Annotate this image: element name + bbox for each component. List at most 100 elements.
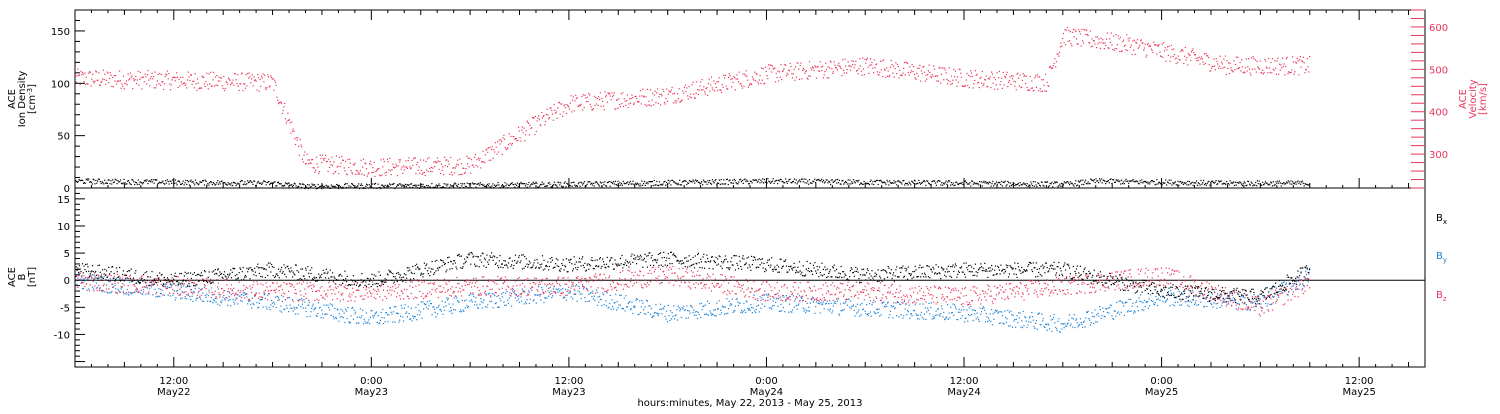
density-series-point xyxy=(764,179,765,180)
velocity-series-point xyxy=(1230,67,1231,68)
density-series-point xyxy=(1275,181,1276,182)
velocity-series-point xyxy=(347,159,348,160)
by-series-point xyxy=(814,300,815,301)
velocity-series-point xyxy=(713,80,714,81)
by-series-point xyxy=(1210,303,1211,304)
velocity-series-point xyxy=(702,79,703,80)
velocity-series-point xyxy=(185,83,186,84)
density-series-point xyxy=(406,186,407,187)
by-series-point xyxy=(172,295,173,296)
velocity-series-point xyxy=(428,157,429,158)
velocity-series-point xyxy=(484,162,485,163)
density-series-point xyxy=(734,179,735,180)
density-series-point xyxy=(337,185,338,186)
velocity-series-point xyxy=(527,121,528,122)
by-series-point xyxy=(1026,321,1027,322)
density-series-point xyxy=(747,181,748,182)
velocity-series-point xyxy=(195,73,196,74)
by-series-point xyxy=(278,297,279,298)
density-series-point xyxy=(909,183,910,184)
density-series-point xyxy=(970,185,971,186)
velocity-series-point xyxy=(944,68,945,69)
velocity-series-point xyxy=(843,70,844,71)
by-series-point xyxy=(680,309,681,310)
by-series-point xyxy=(195,300,196,301)
velocity-series-point xyxy=(280,101,281,102)
velocity-series-point xyxy=(476,165,477,166)
density-series-point xyxy=(1207,183,1208,184)
by-series-point xyxy=(560,285,561,286)
density-series-point xyxy=(348,185,349,186)
density-series-point xyxy=(618,185,619,186)
density-series-point xyxy=(82,180,83,181)
density-series-point xyxy=(602,186,603,187)
velocity-series-point xyxy=(970,70,971,71)
density-series-point xyxy=(1177,184,1178,185)
density-series-point xyxy=(206,181,207,182)
by-series-point xyxy=(719,300,720,301)
y-axis-label-right-line: [km/s] xyxy=(1478,83,1489,115)
velocity-series-point xyxy=(83,74,84,75)
by-series-point xyxy=(618,304,619,305)
velocity-series-point xyxy=(301,146,302,147)
density-series-point xyxy=(579,182,580,183)
velocity-series-point xyxy=(742,88,743,89)
density-series-point xyxy=(152,181,153,182)
by-series-point xyxy=(702,309,703,310)
velocity-series-point xyxy=(148,80,149,81)
by-series-point xyxy=(642,303,643,304)
velocity-series-point xyxy=(90,72,91,73)
velocity-series-point xyxy=(1255,59,1256,60)
by-series-point xyxy=(528,290,529,291)
by-series-point xyxy=(463,311,464,312)
by-series-point xyxy=(239,296,240,297)
velocity-series-point xyxy=(110,72,111,73)
velocity-series-point xyxy=(913,66,914,67)
density-series-point xyxy=(1020,182,1021,183)
by-series-point xyxy=(341,316,342,317)
velocity-series-point xyxy=(1030,88,1031,89)
by-series-point xyxy=(1056,328,1057,329)
velocity-series-point xyxy=(1067,27,1068,28)
density-series-point xyxy=(829,182,830,183)
density-series-point xyxy=(489,183,490,184)
by-series-point xyxy=(428,309,429,310)
velocity-series-point xyxy=(875,67,876,68)
by-series-point xyxy=(475,301,476,302)
by-series-point xyxy=(522,289,523,290)
density-series-point xyxy=(613,181,614,182)
velocity-series-point xyxy=(273,78,274,79)
by-series-point xyxy=(975,310,976,311)
density-series-point xyxy=(204,184,205,185)
by-series-point xyxy=(973,310,974,311)
velocity-series-point xyxy=(844,59,845,60)
by-series-point xyxy=(379,322,380,323)
by-series-point xyxy=(1204,306,1205,307)
by-series-point xyxy=(404,308,405,309)
by-series-point xyxy=(742,312,743,313)
by-series-point xyxy=(1188,297,1189,298)
density-series-point xyxy=(1113,179,1114,180)
by-series-point xyxy=(158,296,159,297)
velocity-series-point xyxy=(283,106,284,107)
velocity-series-point xyxy=(1130,47,1131,48)
velocity-series-point xyxy=(904,62,905,63)
velocity-series-point xyxy=(574,100,575,101)
by-series-point xyxy=(929,313,930,314)
density-series-point xyxy=(444,183,445,184)
by-series-point xyxy=(251,308,252,309)
density-series-point xyxy=(1279,180,1280,181)
by-series-point xyxy=(911,313,912,314)
velocity-series-point xyxy=(1156,54,1157,55)
density-series-point xyxy=(1234,185,1235,186)
by-series-point xyxy=(675,314,676,315)
by-series-point xyxy=(88,288,89,289)
density-series-point xyxy=(1012,184,1013,185)
velocity-series-point xyxy=(685,85,686,86)
by-series-point xyxy=(366,312,367,313)
density-series-point xyxy=(353,185,354,186)
velocity-series-point xyxy=(1172,49,1173,50)
density-series-point xyxy=(506,184,507,185)
by-series-point xyxy=(691,305,692,306)
velocity-series-point xyxy=(104,79,105,80)
